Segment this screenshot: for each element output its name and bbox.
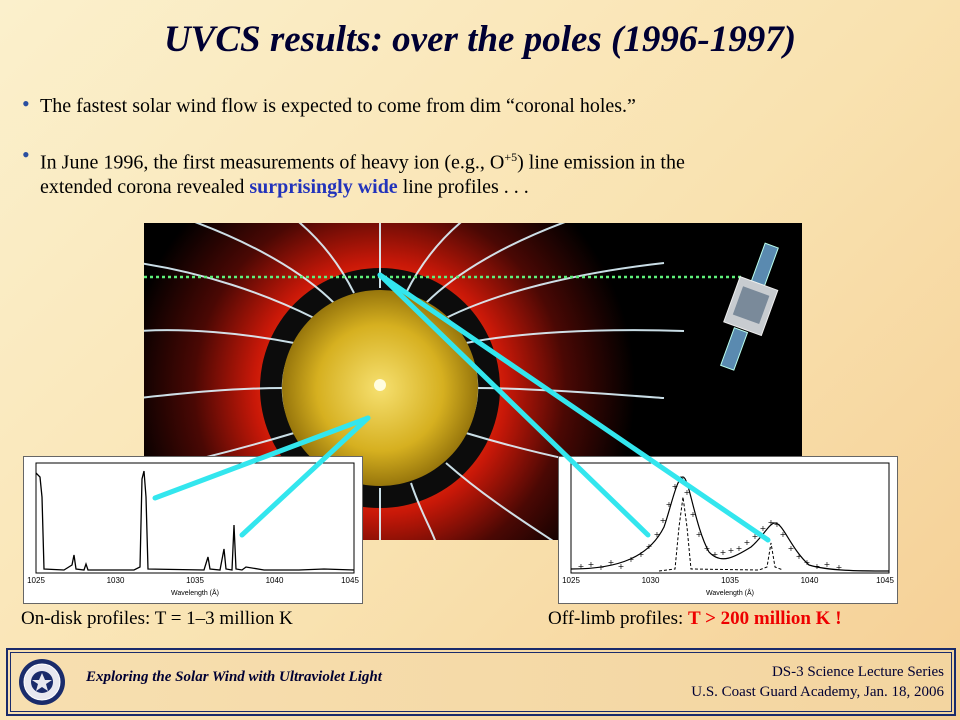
svg-text:+: + [666,500,673,509]
svg-text:+: + [796,552,803,561]
footer-series-line-1: DS-3 Science Lecture Series [771,664,944,680]
svg-text:+: + [720,548,727,557]
x-tick-label: 1025 [27,576,45,585]
x-tick-label: 1035 [186,576,204,585]
svg-text:+: + [712,550,719,559]
x-tick-label: 1035 [721,576,739,585]
svg-text:+: + [728,546,735,555]
svg-text:+: + [704,544,711,553]
x-tick-label: 1040 [266,576,284,585]
svg-text:+: + [678,474,685,483]
svg-text:+: + [774,520,781,529]
svg-text:+: + [760,524,767,533]
bullet-2-highlight: surprisingly wide [249,175,398,198]
footer-bar: Exploring the Solar Wind with Ultraviole… [6,648,956,716]
bullet-1-text: The fastest solar wind flow is expected … [40,95,636,117]
right-x-ticks: 1025 1030 1035 1040 1045 Wavelength (Å) [562,576,894,597]
x-tick-label: 1030 [107,576,125,585]
footer-inner-border [10,652,952,712]
svg-text:+: + [646,542,653,551]
caption-off-limb: Off-limb profiles: T > 200 million K ! [548,608,842,630]
svg-text:+: + [788,544,795,553]
on-disk-spectrum-plot: 1025 1030 1035 1040 1045 Wavelength (Å) [23,456,363,604]
svg-text:+: + [814,562,821,571]
svg-text:+: + [588,560,595,569]
left-x-ticks: 1025 1030 1035 1040 1045 Wavelength (Å) [27,576,359,597]
svg-text:+: + [684,488,691,497]
svg-text:+: + [752,532,759,541]
x-tick-label: 1040 [801,576,819,585]
on-disk-spectrum-line [35,470,355,571]
off-limb-spectrum-plot: + + + + ++ +++ +++ +++ +++ + + + +++ + ++ +++ … [558,456,898,604]
bullet-2-pre: In June 1996, the first measurements of … [40,151,505,174]
svg-text:+: + [628,555,635,564]
svg-text:+: + [836,563,843,572]
footer-series-info: DS-3 Science Lecture Series U.S. Coast G… [691,662,944,702]
svg-text:+: + [768,518,775,527]
svg-text:+: + [578,562,585,571]
bullet-dot-icon: • [22,91,30,116]
bullet-2-sup: +5 [504,150,518,164]
svg-text:+: + [654,530,661,539]
svg-text:+: + [744,538,751,547]
coast-guard-seal-icon [19,659,65,705]
svg-text:+: + [824,560,831,569]
bullet-2-text: In June 1996, the first measurements of … [40,145,920,199]
svg-text:+: + [660,516,667,525]
caption-on-disk: On-disk profiles: T = 1–3 million K [21,608,293,629]
svg-text:+: + [638,550,645,559]
x-axis-label: Wavelength (Å) [171,588,219,597]
svg-text:+: + [736,544,743,553]
caption-off-limb-highlight: T > 200 million K ! [688,608,842,629]
svg-text:+: + [696,530,703,539]
slide-title: UVCS results: over the poles (1996-1997) [163,19,797,60]
footer-series-line-2: U.S. Coast Guard Academy, Jan. 18, 2006 [691,684,944,700]
x-tick-label: 1030 [642,576,660,585]
bullet-2-mid: ) line emission in the [517,151,685,174]
x-axis-label: Wavelength (Å) [706,588,754,597]
svg-text:+: + [608,558,615,567]
svg-text:+: + [804,558,811,567]
bullet-2-line2-pre: extended corona revealed [40,175,250,198]
bullet-dot-icon: • [22,142,30,167]
svg-text:+: + [780,530,787,539]
caption-off-limb-text: Off-limb profiles: [548,608,689,629]
svg-text:+: + [618,562,625,571]
x-tick-label: 1045 [341,576,359,585]
sun-bright-spot [374,379,386,391]
svg-text:+: + [598,563,605,572]
off-limb-dashed-line [658,496,784,572]
svg-text:+: + [672,482,679,491]
bullet-2-line2-post: line profiles . . . [397,175,529,198]
footer-lecture-title: Exploring the Solar Wind with Ultraviole… [86,669,382,685]
x-tick-label: 1025 [562,576,580,585]
svg-text:+: + [690,510,697,519]
x-tick-label: 1045 [876,576,894,585]
